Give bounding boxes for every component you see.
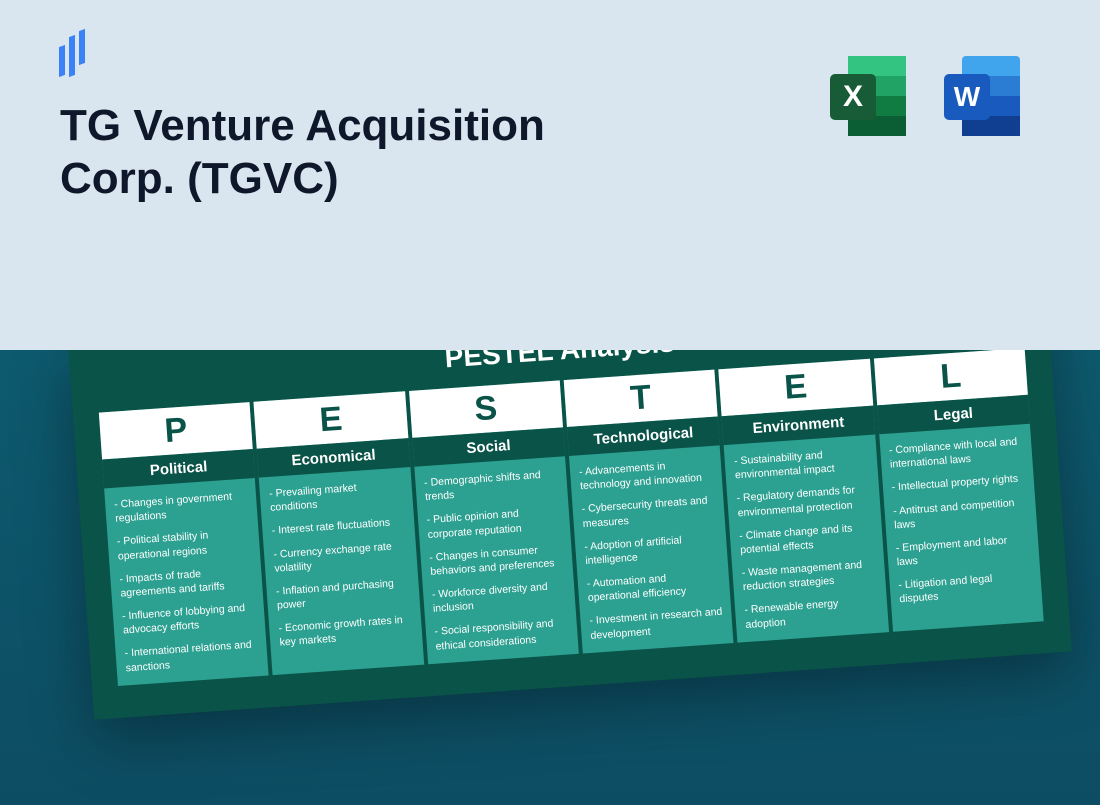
svg-text:W: W — [954, 81, 981, 112]
brand-logo-icon — [55, 30, 95, 80]
pestel-items: Demographic shifts and trendsPublic opin… — [414, 456, 579, 664]
pestel-item: Economic growth rates in key markets — [278, 613, 413, 651]
pestel-item: Workforce diversity and inclusion — [432, 579, 567, 617]
pestel-item: Demographic shifts and trends — [424, 467, 559, 505]
svg-text:X: X — [843, 80, 863, 113]
pestel-items: Changes in government regulationsPolitic… — [104, 478, 269, 686]
pestel-item: Impacts of trade agreements and tariffs — [119, 563, 254, 601]
pestel-item: Adoption of artificial intelligence — [584, 531, 719, 569]
pestel-columns: PPoliticalChanges in government regulati… — [99, 350, 1044, 686]
pestel-column: TTechnologicalAdvancements in technology… — [564, 370, 734, 654]
pestel-item: Investment in research and development — [589, 605, 724, 643]
pestel-item: Sustainability and environmental impact — [734, 445, 869, 483]
pestel-item: Interest rate fluctuations — [271, 515, 405, 538]
pestel-column: LLegalCompliance with local and internat… — [874, 350, 1044, 632]
pestel-item: Changes in government regulations — [114, 489, 249, 527]
pestel-item: Renewable energy adoption — [744, 594, 879, 632]
pestel-item: Compliance with local and international … — [889, 434, 1024, 472]
pestel-item: Litigation and legal disputes — [898, 569, 1033, 607]
pestel-item: Automation and operational efficiency — [586, 568, 721, 606]
pestel-item: Waste management and reduction strategie… — [741, 557, 876, 595]
pestel-column: EEnvironmentSustainability and environme… — [719, 359, 889, 643]
pestel-item: Changes in consumer behaviors and prefer… — [429, 541, 564, 579]
app-icons: X W — [824, 50, 1030, 142]
page-title: TG Venture Acquisition Corp. (TGVC) — [60, 100, 660, 206]
word-icon: W — [938, 50, 1030, 142]
pestel-item: Advancements in technology and innovatio… — [579, 456, 714, 494]
pestel-item: Influence of lobbying and advocacy effor… — [122, 600, 257, 638]
pestel-item: Antitrust and competition laws — [893, 495, 1028, 533]
pestel-item: Social responsibility and ethical consid… — [434, 616, 569, 654]
pestel-column: SSocialDemographic shifts and trendsPubl… — [409, 380, 579, 664]
pestel-column: PPoliticalChanges in government regulati… — [99, 402, 269, 686]
pestel-item: Public opinion and corporate reputation — [426, 504, 561, 542]
pestel-items: Prevailing market conditionsInterest rat… — [259, 467, 423, 661]
pestel-item: Intellectual property rights — [891, 472, 1025, 495]
pestel-card: PESTEL Analysis PPoliticalChanges in gov… — [68, 350, 1072, 719]
pestel-item: Prevailing market conditions — [269, 478, 404, 516]
pestel-item: Regulatory demands for environmental pro… — [736, 482, 871, 520]
pestel-item: International relations and sanctions — [124, 638, 259, 676]
pestel-item: Political stability in operational regio… — [116, 526, 251, 564]
pestel-item: Inflation and purchasing power — [276, 575, 411, 613]
pestel-items: Sustainability and environmental impactR… — [724, 435, 889, 643]
excel-icon: X — [824, 50, 916, 142]
lower-section: PESTEL Analysis PPoliticalChanges in gov… — [0, 350, 1100, 805]
pestel-item: Cybersecurity threats and measures — [581, 493, 716, 531]
pestel-items: Compliance with local and international … — [879, 424, 1043, 618]
header-section: TG Venture Acquisition Corp. (TGVC) X W — [0, 0, 1100, 350]
pestel-items: Advancements in technology and innovatio… — [569, 445, 734, 653]
pestel-item: Climate change and its potential effects — [739, 520, 874, 558]
pestel-item: Currency exchange rate volatility — [273, 538, 408, 576]
pestel-column: EEconomicalPrevailing market conditionsI… — [254, 391, 424, 675]
pestel-item: Employment and labor laws — [895, 532, 1030, 570]
